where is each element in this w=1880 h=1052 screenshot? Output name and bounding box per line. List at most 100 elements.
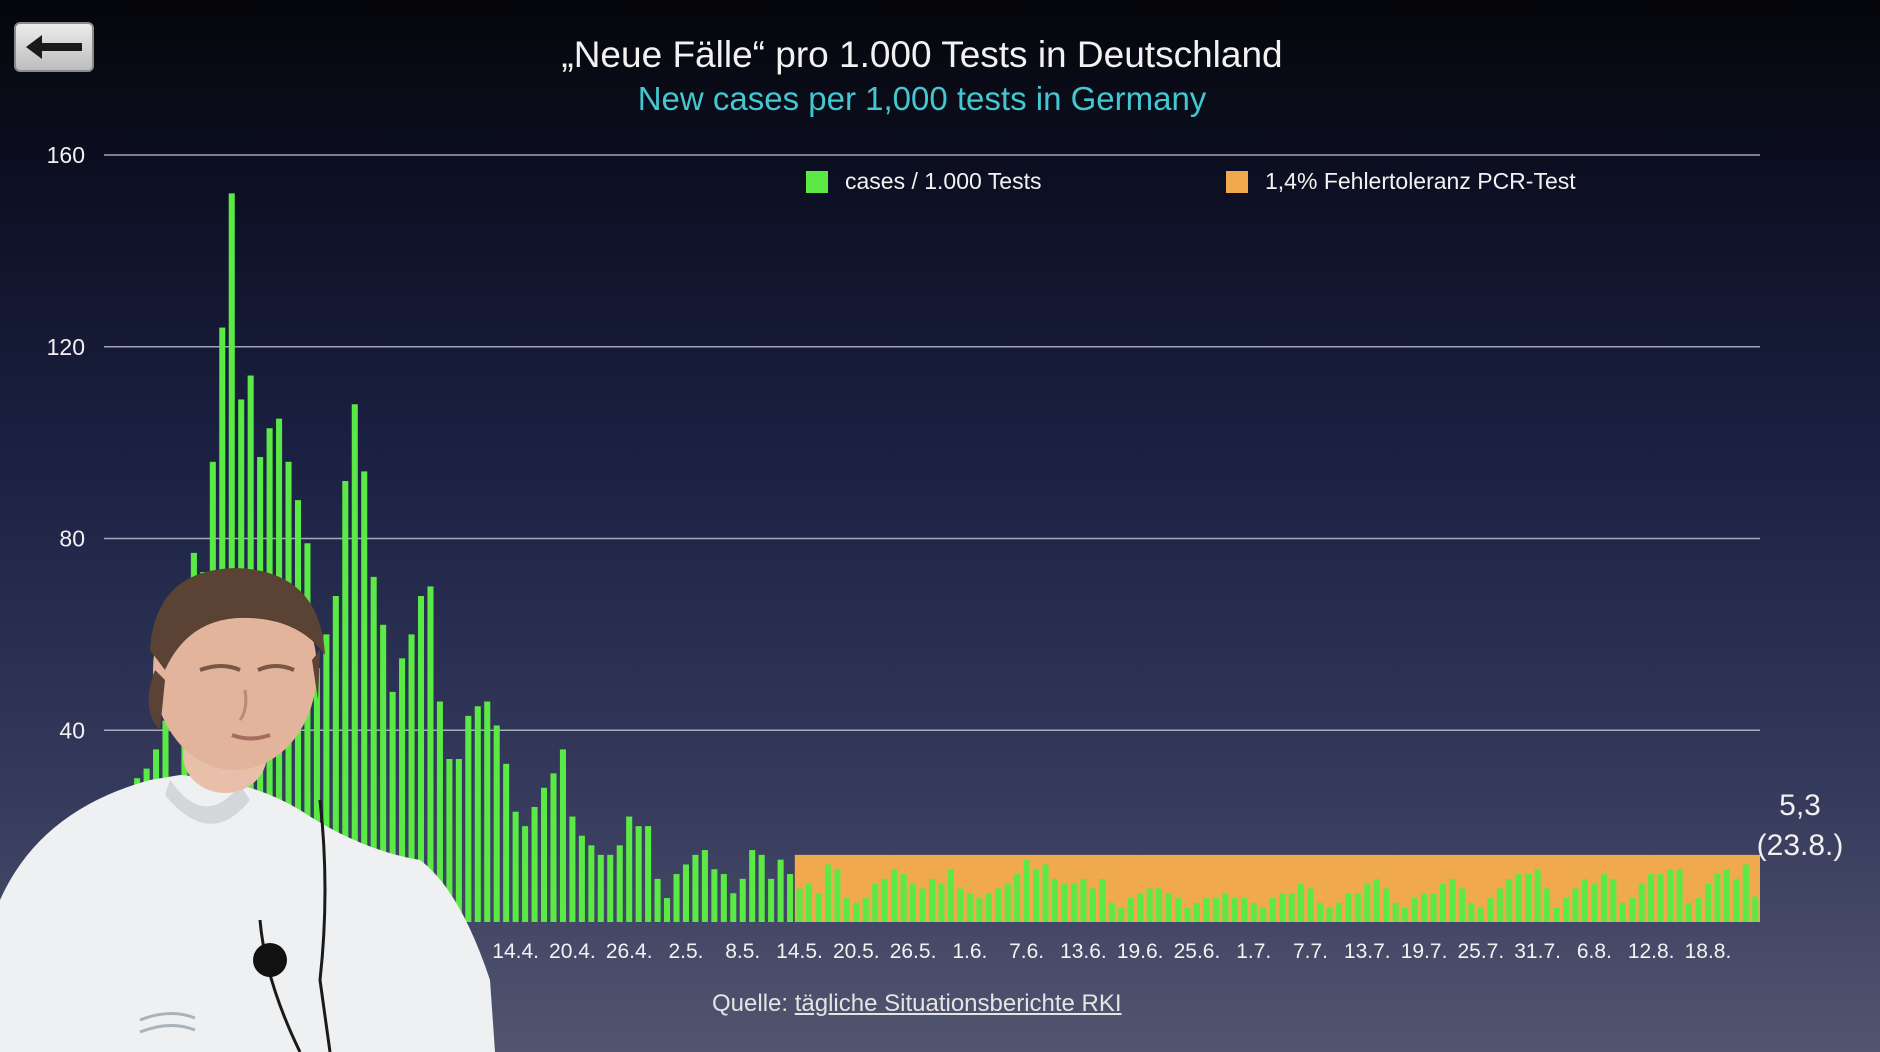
annotation-value: 5,3 — [1779, 789, 1821, 822]
bar — [1108, 902, 1115, 922]
bar — [768, 878, 775, 922]
bar — [834, 869, 841, 922]
source-link[interactable]: tägliche Situationsberichte RKI — [794, 990, 1122, 1017]
bar — [1667, 869, 1674, 922]
bar — [351, 404, 358, 922]
presenter-photo — [0, 568, 495, 1052]
bar — [1487, 898, 1494, 922]
bar — [597, 854, 604, 922]
bar — [635, 826, 642, 922]
bar — [692, 854, 699, 922]
last-value-annotation: 5,3 (23.8.) — [1752, 786, 1848, 866]
bar — [654, 878, 661, 922]
bar — [465, 715, 472, 922]
bar — [1600, 874, 1607, 922]
bar — [1553, 907, 1560, 922]
bar — [607, 854, 614, 922]
x-tick-label: 19.6. — [1117, 940, 1164, 963]
bar — [787, 874, 794, 922]
bar — [824, 864, 831, 922]
bar — [503, 763, 510, 922]
bar — [1269, 898, 1276, 922]
bar — [1676, 869, 1683, 922]
x-tick-label: 6.8. — [1577, 940, 1612, 963]
source-label: Quelle: — [712, 990, 789, 1017]
bar — [1250, 902, 1257, 922]
bar — [1222, 893, 1229, 922]
bar — [720, 874, 727, 922]
legend-item-tolerance: 1,4% Fehlertoleranz PCR-Test — [1226, 168, 1576, 195]
bar — [1033, 869, 1040, 922]
bar — [1544, 888, 1551, 922]
bar — [446, 759, 453, 922]
legend-swatch-cases — [806, 170, 828, 193]
bar — [1316, 902, 1324, 922]
bar — [1657, 874, 1664, 922]
bar — [455, 759, 462, 922]
bar — [701, 850, 708, 922]
bar — [1648, 874, 1655, 922]
bar — [578, 835, 585, 922]
bar — [985, 893, 992, 922]
bar — [1089, 888, 1096, 922]
bar — [758, 854, 765, 922]
back-button[interactable] — [14, 22, 94, 72]
bar — [910, 883, 917, 922]
bar — [522, 826, 529, 922]
bar — [1439, 883, 1447, 922]
bar — [1477, 907, 1484, 922]
bar — [1610, 878, 1617, 922]
x-tick-label: 13.6. — [1060, 940, 1107, 963]
x-tick-label: 18.8. — [1685, 940, 1732, 963]
bar — [1193, 902, 1200, 922]
bar — [626, 816, 633, 922]
bar — [843, 898, 850, 922]
bar — [1572, 888, 1579, 922]
bar — [361, 471, 368, 922]
tolerance-band — [794, 854, 1760, 922]
bar — [1004, 883, 1011, 922]
bar — [313, 667, 320, 922]
x-tick-label: 2.5. — [668, 940, 703, 963]
bar — [947, 869, 954, 922]
y-tick-label: 120 — [47, 334, 85, 360]
bar — [995, 888, 1002, 922]
bar — [673, 874, 680, 922]
x-tick-label: 31.7. — [1514, 940, 1561, 963]
bar — [928, 878, 936, 922]
bar — [1581, 878, 1588, 922]
bar — [938, 883, 945, 922]
bar — [1260, 907, 1267, 922]
bar — [664, 898, 671, 922]
x-tick-label: 26.5. — [890, 940, 937, 963]
bar — [408, 634, 415, 922]
bar — [389, 691, 396, 922]
bar — [900, 874, 907, 922]
legend-label-cases: cases / 1.000 Tests — [845, 168, 1042, 194]
bar — [1723, 869, 1730, 922]
annotation-date: (23.8.) — [1756, 829, 1844, 862]
x-tick-label: 7.7. — [1293, 940, 1328, 963]
bar — [559, 749, 566, 922]
x-tick-label: 13.7. — [1344, 940, 1391, 963]
bar — [711, 869, 718, 922]
bar — [1496, 888, 1503, 922]
bar — [1061, 883, 1068, 922]
bar — [1449, 878, 1456, 922]
bar — [616, 845, 623, 922]
x-tick-label: 20.4. — [549, 940, 596, 963]
bar — [588, 845, 595, 922]
bar — [919, 888, 926, 922]
bar — [1430, 893, 1437, 922]
bar — [569, 816, 576, 922]
bar — [1212, 898, 1219, 922]
bar — [1383, 888, 1390, 922]
bar — [1468, 902, 1475, 922]
bar — [872, 883, 879, 922]
bar — [323, 634, 330, 922]
x-tick-label: 14.5. — [776, 940, 823, 963]
bar — [1562, 898, 1570, 922]
bar — [1345, 893, 1352, 922]
bar — [966, 893, 973, 922]
bar — [1175, 898, 1182, 922]
